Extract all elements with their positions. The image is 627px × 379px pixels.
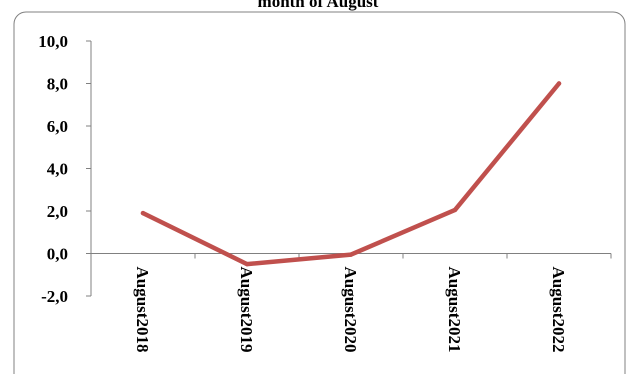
chart-border	[13, 11, 626, 379]
x-tick-label: August2018	[133, 267, 152, 353]
y-tick-label: 2,0	[47, 202, 68, 221]
y-tick-label: -2,0	[41, 287, 68, 306]
data-point	[348, 252, 354, 257]
y-tick-label: 10,0	[38, 32, 68, 51]
y-tick-label: 0,0	[47, 245, 68, 264]
x-tick-labels: August2018 August2019 August2020 August2021…	[133, 267, 568, 353]
x-tick-label: August2020	[341, 267, 360, 353]
series-layer	[140, 81, 562, 267]
data-point	[452, 207, 458, 213]
x-tick-label: August2019	[237, 267, 256, 353]
x-tick-label: August2021	[445, 267, 464, 353]
y-tick-label: 6,0	[47, 117, 68, 136]
data-point	[140, 210, 146, 216]
x-tick-label: August2022	[549, 267, 568, 353]
data-point	[244, 261, 250, 267]
y-tick-label: 4,0	[47, 160, 68, 179]
data-point	[556, 81, 562, 86]
y-axis: -2,0 0,0 2,0 4,0 6,0 8,0 10,0	[38, 32, 92, 306]
y-tick-label: 8,0	[47, 75, 68, 94]
chart-title: month of August	[258, 0, 379, 11]
